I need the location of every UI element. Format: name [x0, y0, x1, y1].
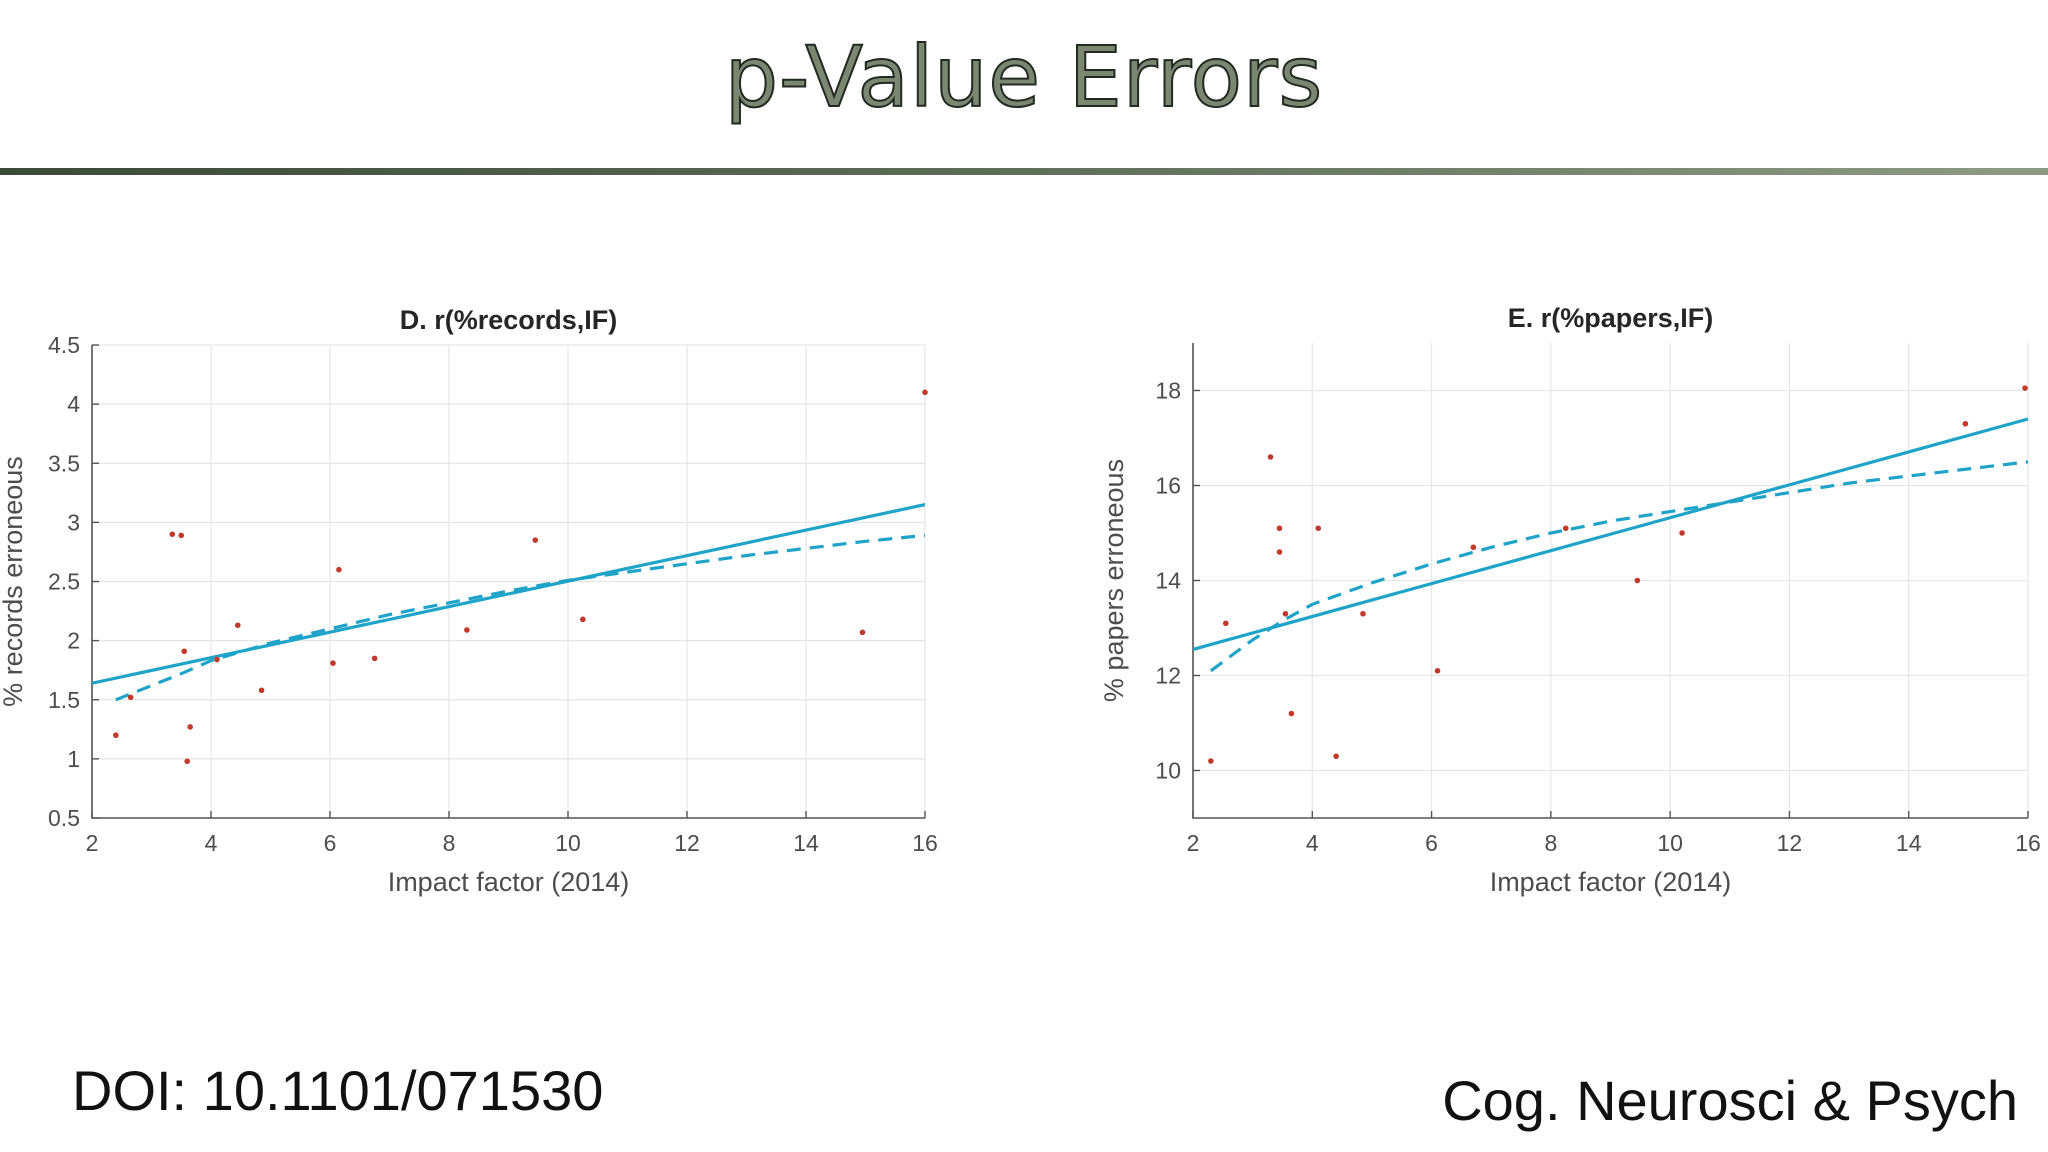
chart-e-xtick-label-1: 4 — [1306, 830, 1319, 856]
chart-d-ytick-label-6: 3.5 — [48, 450, 80, 476]
chart-e-ylabel: % papers erroneous — [1099, 459, 1129, 702]
chart-e-ytick-label-2: 14 — [1155, 568, 1181, 594]
chart-e-xlabel: Impact factor (2014) — [1490, 867, 1732, 897]
chart-e-point-5 — [1282, 610, 1289, 617]
chart-d-point-7 — [214, 656, 220, 663]
slide-title: p-Value Errors — [724, 27, 1324, 127]
chart-d-fit-log — [115, 533, 925, 702]
chart-d-records: 2 4 6 8 10 12 14 16 0.5 1 1.5 2 2.5 3 3.5 4 4.5 D. r(%rec… — [0, 290, 1000, 930]
chart-d-point-16 — [859, 629, 866, 636]
chart-d-point-12 — [371, 655, 378, 662]
chart-d-point-11 — [336, 566, 342, 573]
chart-d-point-10 — [330, 660, 336, 666]
chart-e-xtick-label-2: 6 — [1425, 830, 1438, 856]
chart-d-point-3 — [178, 532, 185, 539]
chart-e-point-4 — [1276, 549, 1283, 555]
chart-e-point-15 — [1962, 420, 1969, 427]
chart-e-xtick-label-6: 14 — [1896, 830, 1922, 856]
chart-d-ytick-label-4: 2.5 — [48, 569, 80, 595]
chart-d-point-2 — [169, 531, 176, 537]
chart-d-title: D. r(%records,IF) — [400, 305, 618, 335]
chart-e-point-11 — [1470, 544, 1477, 551]
chart-e-ytick-label-3: 16 — [1155, 473, 1181, 499]
chart-d-ytick-label-3: 2 — [67, 628, 80, 654]
chart-e-ytick-label-0: 10 — [1155, 758, 1181, 784]
chart-e-point-3 — [1276, 525, 1283, 532]
chart-d-ytick-label-8: 4.5 — [48, 332, 80, 358]
chart-d-xtick-label-6: 14 — [793, 830, 819, 856]
chart-e-point-12 — [1562, 525, 1569, 532]
chart-e-xtick-label-4: 10 — [1657, 830, 1683, 856]
title-divider — [0, 168, 2048, 175]
chart-e-xtick-label-0: 2 — [1187, 830, 1200, 856]
chart-d-point-5 — [184, 758, 190, 765]
chart-d-ytick-label-0: 0.5 — [48, 805, 80, 831]
chart-e-title: E. r(%papers,IF) — [1508, 303, 1714, 333]
chart-d-ytick-label-2: 1.5 — [48, 687, 80, 713]
chart-d-point-13 — [464, 627, 470, 633]
chart-d-point-15 — [580, 616, 586, 623]
chart-e-xtick-label-7: 16 — [2015, 830, 2041, 856]
chart-d-xlabel: Impact factor (2014) — [388, 867, 630, 897]
chart-e-point-0 — [1208, 758, 1214, 764]
chart-d-point-1 — [127, 694, 134, 701]
chart-e-fit-linear — [1193, 417, 2028, 651]
chart-d-xtick-label-1: 4 — [205, 830, 218, 856]
chart-d-point-9 — [258, 687, 265, 694]
chart-e-papers: 2 4 6 8 10 12 14 16 10 12 14 16 18 E. r(%papers,IF) Im… — [1099, 290, 2048, 930]
chart-d-xtick-label-4: 10 — [555, 830, 581, 856]
chart-d-ytick-label-5: 3 — [67, 509, 80, 535]
chart-d-ytick-label-7: 4 — [67, 391, 80, 417]
chart-d-xtick-label-7: 16 — [912, 830, 938, 856]
chart-d-point-6 — [187, 724, 193, 730]
chart-e-point-16 — [2022, 385, 2028, 391]
chart-d-xtick-label-0: 2 — [86, 830, 99, 856]
chart-e-point-9 — [1360, 610, 1366, 617]
chart-d-point-0 — [113, 732, 119, 739]
chart-e-point-6 — [1288, 710, 1295, 717]
chart-d-point-8 — [234, 622, 241, 629]
chart-e-point-7 — [1315, 525, 1322, 532]
chart-d-xtick-label-2: 6 — [324, 830, 337, 856]
chart-e-ytick-label-1: 12 — [1155, 663, 1181, 689]
chart-e-fit-log — [1209, 460, 2028, 673]
chart-e-point-1 — [1223, 620, 1229, 627]
chart-e-point-14 — [1679, 530, 1685, 536]
chart-e-point-8 — [1333, 753, 1339, 760]
chart-d-xtick-label-5: 12 — [674, 830, 700, 856]
chart-e-point-2 — [1267, 454, 1274, 460]
chart-d-point-14 — [532, 537, 539, 543]
source-text: Cog. Neurosci & Psych — [1442, 1069, 2018, 1132]
chart-d-xtick-label-3: 8 — [443, 830, 456, 856]
chart-d-ytick-label-1: 1 — [67, 746, 80, 772]
doi-text: DOI: 10.1101/071530 — [72, 1059, 604, 1122]
chart-d-ylabel: % records erroneous — [0, 456, 28, 707]
chart-e-point-13 — [1634, 577, 1641, 584]
chart-e-ytick-label-4: 18 — [1155, 378, 1181, 404]
chart-e-xtick-label-5: 12 — [1777, 830, 1803, 856]
chart-e-svg: 2 4 6 8 10 12 14 16 10 12 14 16 18 E. r(%papers,IF) Im… — [1099, 303, 2041, 897]
chart-d-point-4 — [181, 648, 188, 655]
chart-d-svg: 2 4 6 8 10 12 14 16 0.5 1 1.5 2 2.5 3 3.5 4 4.5 D. r(%rec… — [0, 305, 938, 897]
chart-e-xtick-label-3: 8 — [1544, 830, 1557, 856]
chart-e-point-10 — [1434, 667, 1441, 674]
chart-d-point-17 — [922, 389, 928, 396]
